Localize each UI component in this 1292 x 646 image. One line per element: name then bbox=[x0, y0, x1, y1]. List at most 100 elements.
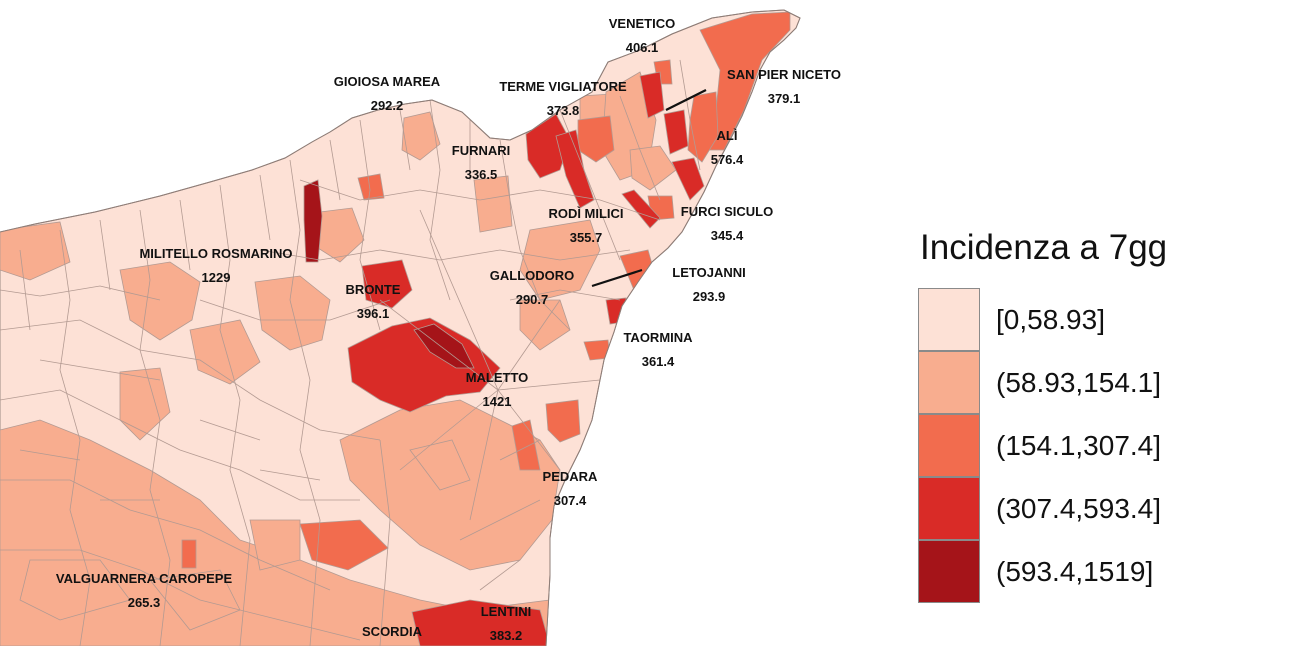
legend-label: (154.1,307.4] bbox=[996, 429, 1162, 461]
choropleth-map: VENETICO 406.1 GIOIOSA MAREA 292.2 TERME VIG… bbox=[0, 9, 841, 646]
town-value: 292.2 bbox=[371, 98, 404, 113]
border bbox=[0, 285, 321, 501]
border bbox=[559, 59, 701, 261]
legend-rows: [0,58.93] (58.93,154.1] (154.1,307.4] (307.… bbox=[918, 288, 1278, 603]
town-name: SCORDIA bbox=[362, 624, 423, 639]
town-name: GALLODORO bbox=[490, 268, 575, 283]
region bbox=[181, 539, 197, 569]
region bbox=[473, 175, 513, 233]
region bbox=[357, 173, 385, 201]
border bbox=[0, 319, 381, 441]
town-value: 265.3 bbox=[128, 595, 161, 610]
region bbox=[119, 367, 171, 441]
town-name: BRONTE bbox=[346, 282, 401, 297]
class-2-regions bbox=[0, 71, 677, 646]
region bbox=[413, 323, 475, 369]
town-value: 307.4 bbox=[554, 493, 587, 508]
town-value: 336.5 bbox=[465, 167, 498, 182]
region bbox=[249, 519, 301, 571]
leader-line-gallodoro bbox=[591, 268, 643, 288]
town-value: 293.9 bbox=[693, 289, 726, 304]
region bbox=[671, 157, 705, 201]
region bbox=[361, 259, 413, 309]
border bbox=[429, 99, 451, 301]
border bbox=[19, 109, 471, 331]
legend-swatch bbox=[918, 414, 980, 477]
town-value: 576.4 bbox=[711, 152, 744, 167]
region bbox=[555, 129, 595, 209]
region bbox=[605, 297, 627, 325]
town-value: 1421 bbox=[483, 394, 512, 409]
legend-label: [0,58.93] bbox=[996, 303, 1105, 335]
legend-swatch bbox=[918, 288, 980, 351]
region bbox=[299, 519, 389, 571]
region bbox=[511, 419, 541, 471]
legend-item: [0,58.93] bbox=[918, 288, 1278, 351]
region bbox=[254, 275, 331, 351]
town-name: LETOJANNI bbox=[672, 265, 745, 280]
region bbox=[0, 221, 71, 281]
town-name: PEDARA bbox=[543, 469, 599, 484]
border bbox=[59, 229, 91, 646]
town-value: 396.1 bbox=[357, 306, 390, 321]
town-value: 383.2 bbox=[490, 628, 523, 643]
legend: Incidenza a 7gg [0,58.93] (58.93,154.1] (1… bbox=[918, 228, 1278, 603]
border bbox=[199, 289, 621, 321]
region bbox=[525, 113, 571, 179]
town-value: 361.4 bbox=[642, 354, 675, 369]
town-value: 1229 bbox=[202, 270, 231, 285]
legend-label: (593.4,1519] bbox=[996, 555, 1154, 587]
legend-label: (307.4,593.4] bbox=[996, 492, 1162, 524]
town-labels: VENETICO 406.1 GIOIOSA MAREA 292.2 TERME VIG… bbox=[56, 16, 841, 643]
border bbox=[219, 184, 251, 646]
town-value: 379.1 bbox=[768, 91, 801, 106]
town-name: FURNARI bbox=[452, 143, 511, 158]
border bbox=[289, 159, 321, 646]
region bbox=[411, 599, 551, 646]
town-name: MALETTO bbox=[466, 370, 529, 385]
town-name: LENTINI bbox=[481, 604, 532, 619]
legend-swatch bbox=[918, 477, 980, 540]
leader-lines bbox=[591, 89, 707, 288]
region bbox=[19, 559, 131, 621]
legend-item: (154.1,307.4] bbox=[918, 414, 1278, 477]
legend-item: (593.4,1519] bbox=[918, 540, 1278, 603]
region bbox=[401, 111, 441, 161]
legend-item: (307.4,593.4] bbox=[918, 477, 1278, 540]
region bbox=[347, 317, 501, 413]
town-name: MILITELLO ROSMARINO bbox=[139, 246, 292, 261]
legend-item: (58.93,154.1] bbox=[918, 351, 1278, 414]
town-name: VALGUARNERA CAROPEPE bbox=[56, 571, 233, 586]
legend-title: Incidenza a 7gg bbox=[920, 228, 1168, 267]
town-value: 290.7 bbox=[516, 292, 549, 307]
town-value: 345.4 bbox=[711, 228, 744, 243]
town-name: GIOIOSA MAREA bbox=[334, 74, 441, 89]
border bbox=[259, 249, 631, 261]
region bbox=[663, 109, 689, 155]
region bbox=[189, 319, 261, 385]
legend-label: (58.93,154.1] bbox=[996, 366, 1162, 398]
municipal-borders bbox=[0, 59, 701, 646]
border bbox=[0, 389, 360, 501]
region bbox=[119, 261, 201, 341]
class-5-regions bbox=[303, 179, 475, 369]
leader-line-san-pier-niceto bbox=[665, 89, 707, 111]
town-name: TERME VIGLIATORE bbox=[499, 79, 627, 94]
town-name: FURCI SICULO bbox=[681, 204, 773, 219]
town-name: RODÌ MILICI bbox=[548, 206, 623, 221]
class-4-regions bbox=[347, 71, 705, 646]
legend-swatch bbox=[918, 351, 980, 414]
region bbox=[303, 179, 323, 263]
town-name: TAORMINA bbox=[623, 330, 693, 345]
border bbox=[0, 479, 331, 591]
border bbox=[499, 139, 571, 331]
town-name: SAN PIER NICETO bbox=[727, 67, 841, 82]
region bbox=[409, 439, 471, 491]
border bbox=[379, 209, 601, 521]
region bbox=[629, 145, 677, 191]
legend-swatch bbox=[918, 540, 980, 603]
border bbox=[459, 439, 541, 591]
border bbox=[359, 119, 391, 646]
town-name: VENETICO bbox=[609, 16, 675, 31]
municipalities bbox=[0, 11, 791, 646]
